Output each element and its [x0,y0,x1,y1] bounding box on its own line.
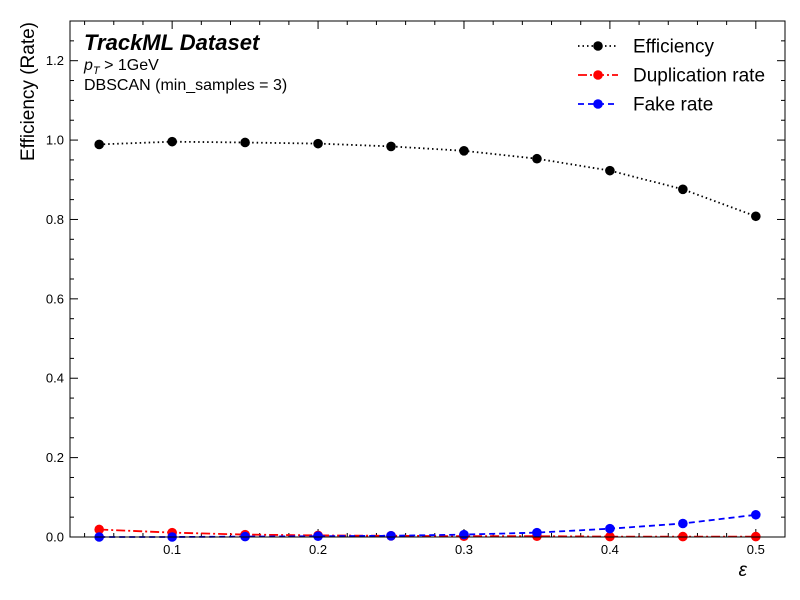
data-point-efficiency [313,138,323,149]
data-point-efficiency [167,136,177,147]
data-point-fake-rate [532,527,542,538]
data-point-efficiency [751,211,761,222]
legend-label: Efficiency [633,37,714,58]
legend-entry-efficiency: Efficiency [578,37,714,58]
data-point-efficiency [240,137,250,148]
data-point-efficiency [605,165,615,176]
series-line-efficiency [99,140,757,218]
legend-entry-fake-rate: Fake rate [578,95,713,116]
data-point-efficiency [459,145,469,156]
legend-label: Duplication rate [633,66,765,87]
data-point-duplication-rate [94,524,104,535]
y-tick-label: 0.0 [46,530,64,545]
y-tick-label: 0.6 [46,291,64,306]
data-point-fake-rate [605,523,615,534]
legend-marker [593,70,603,80]
data-point-fake-rate [751,509,761,520]
plot-frame [69,20,786,538]
data-point-fake-rate [459,529,469,540]
series-duplication-rate [94,524,761,542]
x-axis-title: ε [739,560,748,581]
data-point-efficiency [386,141,396,152]
cut-rest: > 1GeV [100,57,159,74]
x-tick-label: 0.2 [309,542,327,557]
y-tick-label: 0.8 [46,212,64,227]
series-line-duplication-rate [99,528,756,538]
y-tick-label: 1.2 [46,53,64,68]
x-tick-label: 0.1 [163,542,181,557]
data-point-efficiency [94,139,104,150]
data-point-efficiency [532,153,542,164]
series-fake-rate [94,509,761,542]
legend-marker [593,41,603,51]
tick-labels: 0.1 0.2 0.3 0.4 0.5 0.0 0.2 0.4 0.6 0.8 1.0 1.2 [46,53,765,557]
annotation-block: TrackML Dataset pT > 1GeV DBSCAN (min_sa… [83,30,287,94]
y-tick-label: 1.0 [46,133,64,148]
x-tick-label: 0.4 [601,542,619,557]
data-point-fake-rate [386,531,396,541]
annotation-cut: pT > 1GeV [83,57,159,77]
data-point-efficiency [678,184,688,195]
y-axis-title: Efficiency (Rate) [18,22,39,161]
y-tick-label: 0.4 [46,371,64,386]
data-point-fake-rate [313,531,323,542]
axis-ticks [70,21,786,538]
annotation-title: TrackML Dataset [84,30,261,55]
annotation-algorithm: DBSCAN (min_samples = 3) [84,77,287,94]
cut-symbol: p [83,57,93,74]
series-group [94,136,761,542]
legend: Efficiency Duplication rate Fake rate [578,37,765,116]
legend-label: Fake rate [633,95,713,116]
data-point-fake-rate [678,518,688,529]
x-tick-label: 0.3 [455,542,473,557]
legend-marker [593,99,603,109]
series-efficiency [94,136,761,222]
cut-subscript: T [93,65,101,77]
legend-entry-duplication-rate: Duplication rate [578,66,765,87]
x-tick-label: 0.5 [747,542,765,557]
y-tick-label: 0.2 [46,450,64,465]
